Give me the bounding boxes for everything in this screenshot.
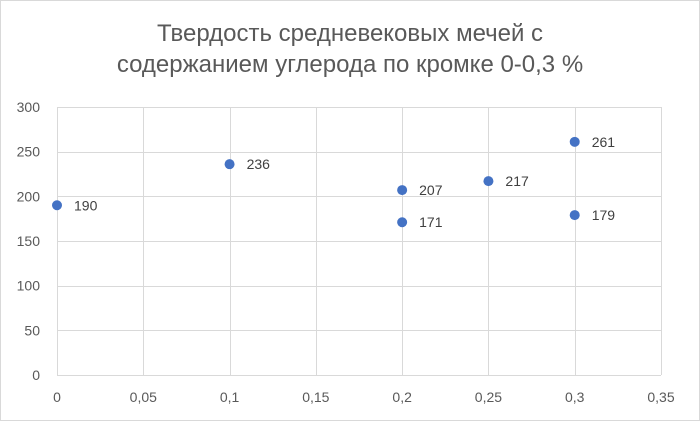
y-tick-label: 0 [32,367,40,383]
y-tick-label: 300 [17,99,41,115]
data-point [569,210,580,221]
y-tick-label: 250 [17,144,41,160]
tick-labels: 0 50 100 150 200 250 300 0 0,05 0,1 0,15 0,2 0,25 0,3… [17,99,675,405]
data-labels: 190 236 207 171 217 261 179 [74,134,615,230]
y-tick-label: 50 [24,322,40,338]
data-label: 179 [592,207,616,223]
grid-layer [57,107,662,376]
x-tick-label: 0,15 [302,389,329,405]
data-label: 171 [419,214,443,230]
data-point [483,176,494,187]
data-point [569,136,580,147]
y-tick-label: 150 [17,233,41,249]
data-point [397,217,408,228]
data-label: 217 [505,173,529,189]
chart-title-line-2: содержанием углерода по кромке 0-0,3 % [116,51,584,78]
y-tick-label: 100 [17,278,41,294]
chart-title-line-1: Твердость средневековых мечей с [156,20,544,47]
x-tick-label: 0,05 [130,389,157,405]
x-tick-label: 0 [53,389,61,405]
x-tick-label: 0,3 [565,389,585,405]
data-point [52,200,62,211]
data-point [397,185,408,196]
data-points [52,136,580,228]
data-label: 207 [419,182,443,198]
data-label: 236 [247,156,271,172]
y-tick-label: 200 [17,188,41,204]
x-tick-label: 0,2 [392,389,412,405]
chart-title: Твердость средневековых мечей с содержан… [0,18,700,80]
data-label: 261 [592,134,616,150]
x-tick-label: 0,25 [475,389,502,405]
data-label: 190 [74,197,98,213]
data-point [224,159,235,170]
x-tick-label: 0,1 [220,389,240,405]
x-tick-label: 0,35 [647,389,674,405]
